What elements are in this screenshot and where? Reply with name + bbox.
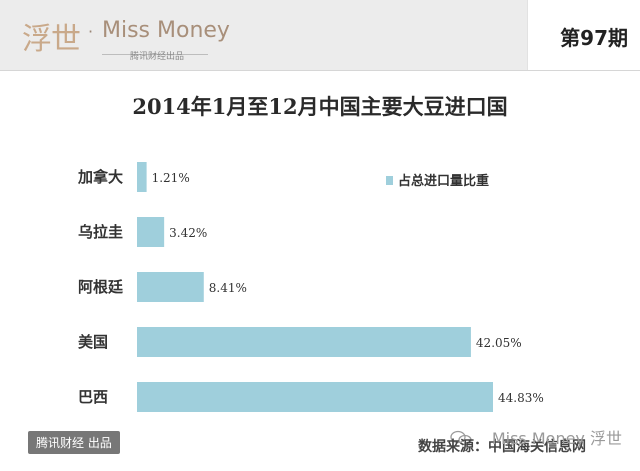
value-label: 3.42% <box>169 226 207 240</box>
logo-separator: · <box>88 22 94 41</box>
logo-chinese: 浮世 <box>22 22 81 57</box>
bar <box>137 217 165 247</box>
bar <box>137 162 147 192</box>
chart-legend: 占总进口量比重 <box>386 173 489 189</box>
issue-number: 第97期 <box>560 26 628 50</box>
category-label: 美国 <box>78 333 108 351</box>
value-label: 42.05% <box>476 336 522 350</box>
legend-swatch <box>386 176 393 185</box>
value-label: 1.21% <box>152 171 190 185</box>
value-label: 44.83% <box>498 391 544 405</box>
chart-title: 2014年1月至12月中国主要大豆进口国 <box>132 94 508 119</box>
category-label: 加拿大 <box>77 168 123 186</box>
logo-divider <box>102 54 208 55</box>
category-label: 巴西 <box>78 388 108 406</box>
value-label: 8.41% <box>209 281 247 295</box>
bar <box>137 327 471 357</box>
data-source: 数据来源：中国海关信息网 <box>418 439 586 455</box>
bar <box>137 382 493 412</box>
legend-label: 占总进口量比重 <box>398 173 489 189</box>
logo-english: Miss Money <box>102 18 230 43</box>
header-bar: 浮世 · Miss Money 腾讯财经出品 第97期 <box>0 0 640 71</box>
wechat-icon <box>450 430 472 446</box>
logo-subtitle: 腾讯财经出品 <box>130 52 185 62</box>
category-label: 乌拉圭 <box>78 223 123 241</box>
watermark: Miss Money 浮世 <box>491 429 622 448</box>
category-label: 阿根廷 <box>78 278 124 296</box>
publisher-badge: 腾讯财经 出品 <box>28 431 120 454</box>
bar <box>137 272 204 302</box>
issue-box: 第97期 <box>527 0 640 70</box>
